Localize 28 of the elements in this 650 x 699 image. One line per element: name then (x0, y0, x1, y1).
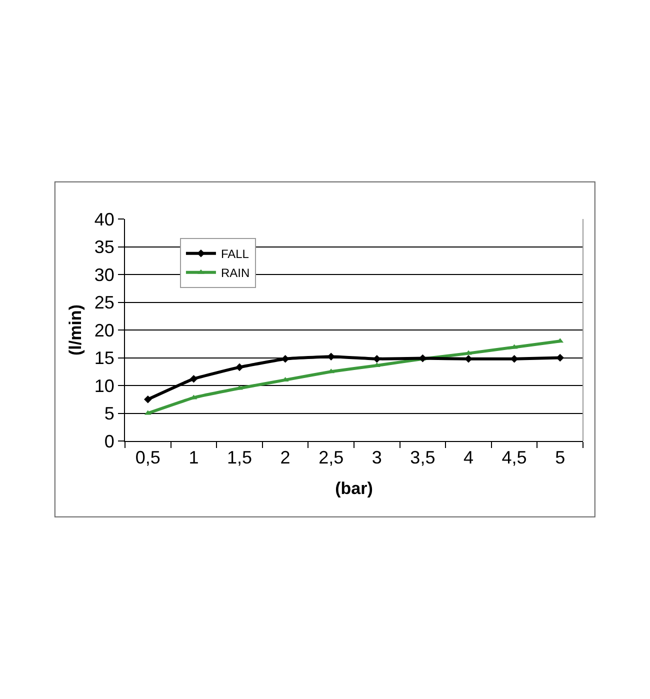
y-tick-label: 40 (94, 209, 114, 230)
y-tick-label: 20 (94, 320, 114, 340)
x-tick-label: 0,5 (135, 448, 160, 468)
x-tick-label: 4,5 (502, 448, 527, 468)
y-axis-title: (l/min) (66, 304, 85, 356)
y-tick-label: 30 (94, 264, 114, 285)
x-tick-label: 2 (280, 448, 290, 468)
legend-label: FALL (220, 247, 250, 262)
x-axis-title: (bar) (335, 479, 373, 498)
y-tick-label: 15 (94, 348, 114, 368)
y-tick-label: 25 (94, 292, 114, 313)
legend-label: RAIN (220, 266, 250, 280)
x-tick-label: 2,5 (318, 448, 344, 468)
point (236, 363, 244, 372)
x-tick-label: 4 (463, 448, 474, 468)
x-tick-label: 1 (188, 448, 199, 468)
point (464, 354, 472, 363)
x-tick-label: 1,5 (226, 448, 252, 468)
x-tick-label: 5 (555, 448, 566, 468)
y-tick-label: 35 (94, 237, 114, 258)
point (144, 395, 152, 404)
x-tick-label: 3 (372, 448, 382, 468)
point (327, 352, 335, 361)
y-tick-label: 5 (104, 404, 114, 424)
y-tick-label: 10 (94, 376, 114, 396)
point (190, 374, 198, 383)
y-tick-label: 0 (104, 431, 114, 452)
x-tick-label: 3,5 (410, 448, 436, 468)
